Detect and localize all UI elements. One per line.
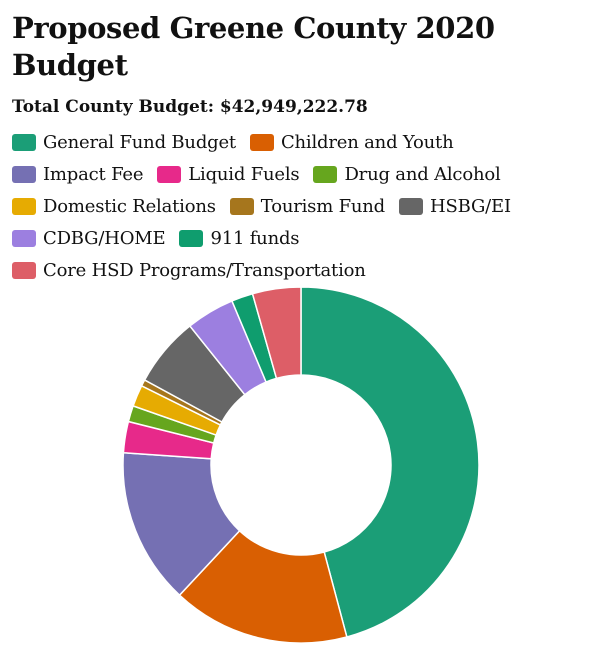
legend-label: Liquid Fuels — [188, 163, 300, 185]
legend-item[interactable]: General Fund Budget — [12, 131, 236, 153]
legend-label: HSBG/EI — [430, 195, 511, 217]
legend-item[interactable]: Core HSD Programs/Transportation — [12, 259, 366, 281]
legend-swatch — [157, 165, 182, 183]
legend-item[interactable]: Liquid Fuels — [157, 163, 300, 185]
legend-item[interactable]: HSBG/EI — [399, 195, 511, 217]
legend-item[interactable]: Domestic Relations — [12, 195, 216, 217]
legend-label: General Fund Budget — [43, 131, 236, 153]
donut-slice-core-hsd-programs-transportation[interactable] — [251, 286, 302, 380]
legend-label: CDBG/HOME — [43, 227, 166, 249]
legend-item[interactable]: Impact Fee — [12, 163, 143, 185]
legend-swatch — [12, 261, 36, 279]
legend-item[interactable]: Drug and Alcohol — [313, 163, 501, 185]
legend-label: 911 funds — [210, 227, 300, 249]
donut-slice-children-and-youth[interactable] — [178, 529, 348, 644]
legend-swatch — [12, 133, 36, 151]
legend-swatch — [249, 133, 274, 151]
donut-slice-general-fund-budget[interactable] — [300, 286, 480, 638]
legend-label: Tourism Fund — [260, 195, 386, 217]
legend-label: Impact Fee — [43, 163, 144, 185]
legend-swatch — [12, 197, 36, 215]
chart-subtitle: Total County Budget: $42,949,222.78 — [12, 97, 368, 117]
legend-label: Drug and Alcohol — [344, 163, 501, 185]
legend-swatch — [12, 229, 36, 247]
legend-label: Domestic Relations — [43, 195, 216, 217]
legend-swatch — [313, 165, 338, 183]
donut-chart — [122, 286, 480, 644]
legend-item[interactable]: Children and Youth — [249, 131, 454, 153]
legend-item[interactable]: CDBG/HOME — [12, 227, 166, 249]
legend-label: Children and Youth — [280, 131, 454, 153]
legend-item[interactable]: Tourism Fund — [229, 195, 386, 217]
legend-label: Core HSD Programs/Transportation — [43, 259, 366, 281]
chart-title: Proposed Greene County 2020 Budget — [12, 11, 495, 82]
legend-item[interactable]: 911 funds — [179, 227, 300, 249]
legend-swatch — [399, 197, 424, 215]
chart-legend: General Fund Budget Children and Youth Imp… — [12, 131, 592, 281]
legend-swatch — [179, 229, 204, 247]
legend-swatch — [12, 165, 36, 183]
legend-swatch — [229, 197, 254, 215]
